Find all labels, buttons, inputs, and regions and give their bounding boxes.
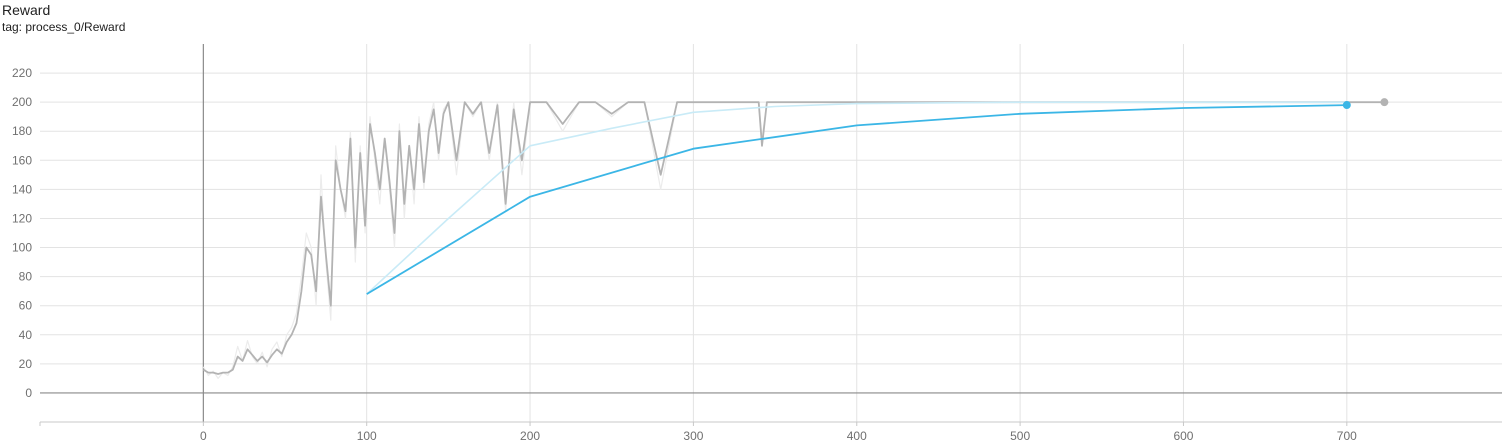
y-tick-label: 120	[12, 211, 32, 225]
y-tick-label: 220	[12, 66, 32, 80]
y-tick-label: 0	[25, 386, 32, 400]
y-tick-label: 60	[19, 299, 33, 313]
series-line-blue-smoothed	[366, 104, 1347, 295]
y-tick-label: 80	[19, 270, 33, 284]
x-tick-label: 300	[683, 429, 703, 443]
chart-axes	[39, 44, 1502, 426]
y-tick-label: 100	[12, 241, 32, 255]
series-line-grey-raw	[202, 101, 1385, 379]
series-end-point	[1380, 98, 1389, 107]
x-tick-label: 600	[1173, 429, 1193, 443]
chart-card-header: Reward tag: process_0/Reward	[2, 2, 125, 34]
series-line-grey-smoothed	[202, 101, 1385, 375]
y-tick-label: 180	[12, 124, 32, 138]
series-end-point	[1342, 101, 1351, 110]
x-tick-label: 500	[1010, 429, 1030, 443]
chart-tick-labels: 0 20 40 60 80 100 120 140 160 180 200 220 0 100 200 300…	[12, 66, 1357, 443]
chart-title: Reward	[2, 2, 51, 18]
chart-series	[202, 98, 1389, 379]
chart-tag: tag: process_0/Reward	[2, 20, 126, 34]
y-tick-label: 40	[19, 328, 33, 342]
series-line-blue-raw	[366, 101, 1347, 295]
x-tick-label: 200	[520, 429, 540, 443]
x-tick-label: 100	[357, 429, 377, 443]
x-tick-label: 700	[1337, 429, 1357, 443]
y-tick-label: 200	[12, 95, 32, 109]
y-tick-label: 20	[19, 357, 33, 371]
x-tick-label: 400	[847, 429, 867, 443]
y-tick-label: 160	[12, 153, 32, 167]
chart-grid	[40, 44, 1502, 422]
y-tick-label: 140	[12, 182, 32, 196]
x-tick-label: 0	[200, 429, 207, 443]
